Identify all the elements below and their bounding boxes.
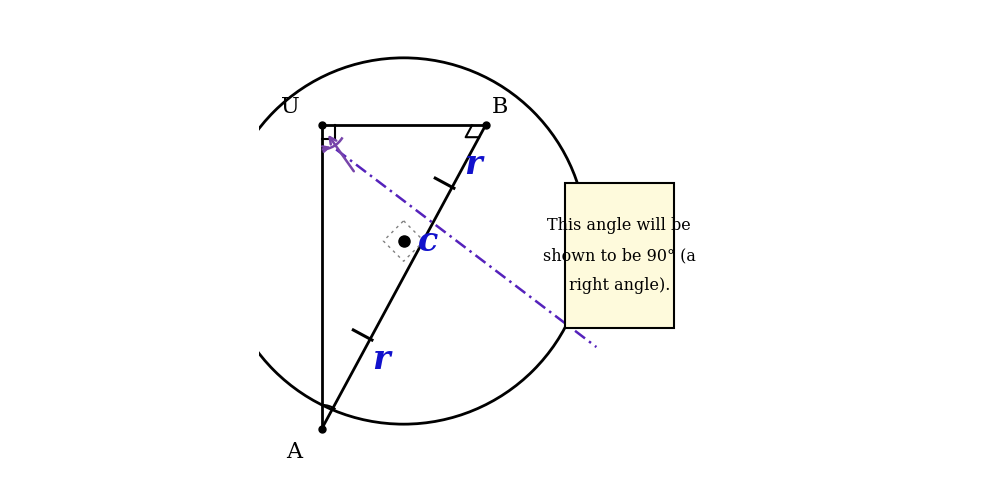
Text: r: r <box>464 147 481 181</box>
Text: U: U <box>281 96 300 118</box>
Text: r: r <box>372 343 390 376</box>
Text: B: B <box>491 96 508 118</box>
Text: A: A <box>286 441 302 463</box>
Text: c: c <box>418 225 438 258</box>
Text: This angle will be
shown to be 90° (a
right angle).: This angle will be shown to be 90° (a ri… <box>543 217 696 294</box>
Bar <box>565 183 674 328</box>
